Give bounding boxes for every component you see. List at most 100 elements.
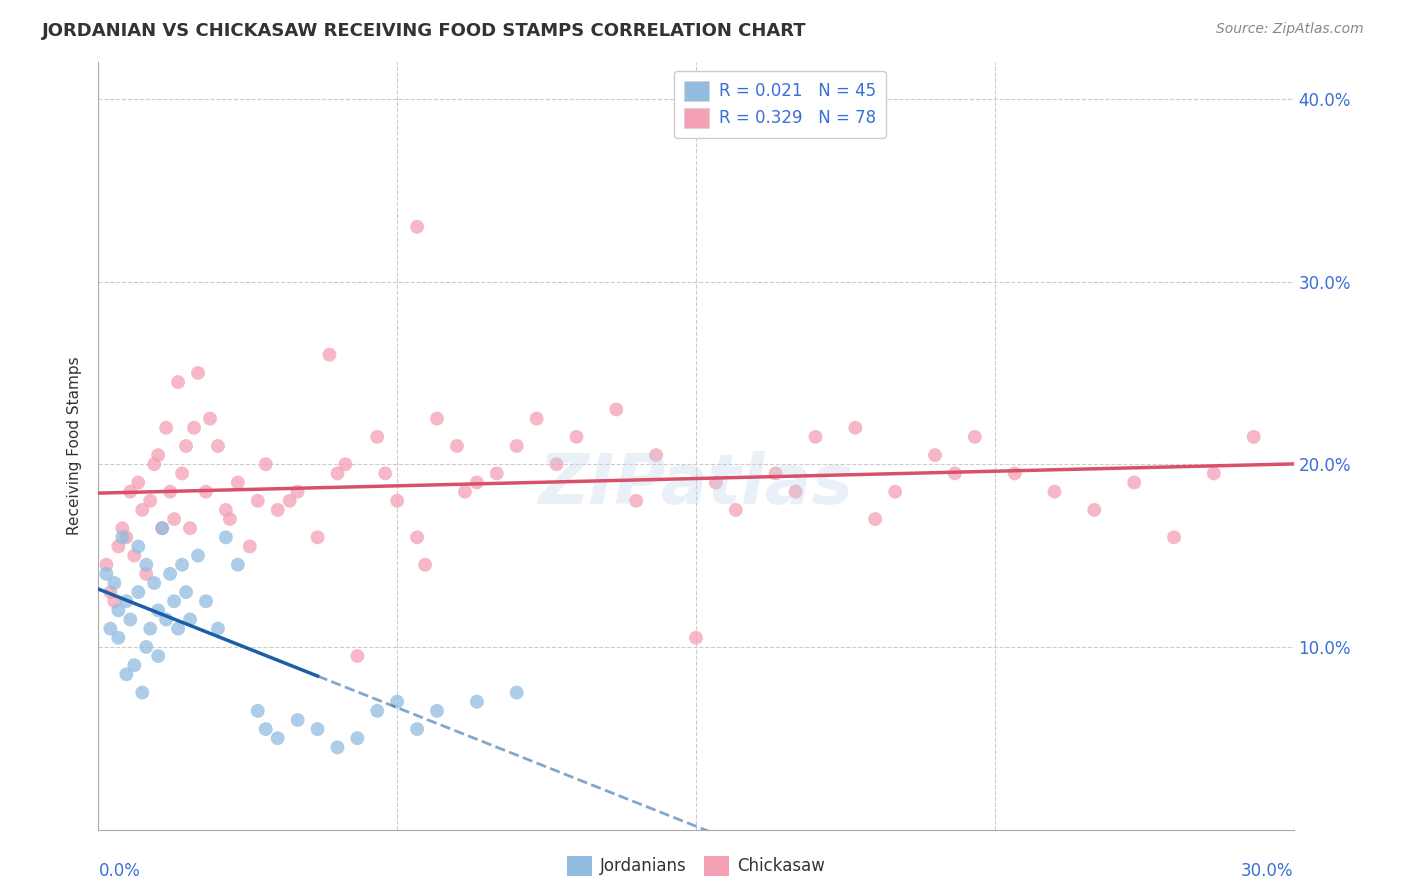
Point: [163, 594, 186, 608]
Point: [135, 640, 157, 654]
Text: JORDANIAN VS CHICKASAW RECEIVING FOOD STAMPS CORRELATION CHART: JORDANIAN VS CHICKASAW RECEIVING FOOD ST…: [42, 22, 807, 40]
Text: 0.0%: 0.0%: [98, 863, 141, 880]
Point: [1243, 430, 1265, 444]
Point: [943, 467, 966, 481]
Text: Source: ZipAtlas.com: Source: ZipAtlas.com: [1216, 22, 1364, 37]
Point: [195, 594, 218, 608]
Point: [346, 648, 368, 663]
Point: [963, 430, 986, 444]
Point: [131, 685, 153, 699]
Point: [724, 503, 747, 517]
Point: [179, 521, 201, 535]
Point: [1123, 475, 1146, 490]
Point: [107, 540, 129, 554]
Point: [267, 731, 290, 746]
Point: [526, 411, 548, 425]
Point: [215, 530, 238, 544]
Point: [115, 594, 138, 608]
Point: [485, 467, 508, 481]
Point: [96, 558, 118, 572]
Point: [127, 475, 149, 490]
Point: [406, 530, 429, 544]
Point: [124, 658, 146, 673]
Point: [924, 448, 946, 462]
Point: [143, 576, 166, 591]
Point: [98, 622, 122, 636]
Point: [174, 585, 197, 599]
Point: [626, 493, 648, 508]
Point: [307, 722, 329, 736]
Point: [163, 512, 186, 526]
Point: [844, 421, 866, 435]
Point: [335, 457, 357, 471]
Point: [172, 467, 194, 481]
Point: [148, 603, 170, 617]
Point: [226, 558, 249, 572]
Point: [111, 530, 134, 544]
Point: [406, 219, 429, 234]
Point: [1163, 530, 1185, 544]
Point: [215, 503, 238, 517]
Point: [254, 457, 277, 471]
Point: [385, 493, 409, 508]
Point: [326, 740, 349, 755]
Point: [884, 484, 907, 499]
Point: [115, 530, 138, 544]
Point: [198, 411, 221, 425]
Point: [565, 430, 588, 444]
Y-axis label: Receiving Food Stamps: Receiving Food Stamps: [67, 357, 83, 535]
Point: [127, 585, 149, 599]
Point: [374, 467, 396, 481]
Legend: Jordanians, Chickasaw: Jordanians, Chickasaw: [561, 849, 831, 882]
Point: [139, 622, 162, 636]
Point: [131, 503, 153, 517]
Point: [246, 493, 269, 508]
Point: [685, 631, 707, 645]
Point: [159, 566, 181, 581]
Point: [278, 493, 301, 508]
Point: [465, 475, 488, 490]
Point: [96, 566, 118, 581]
Point: [267, 503, 290, 517]
Point: [98, 585, 122, 599]
Point: [865, 512, 887, 526]
Point: [124, 549, 146, 563]
Point: [765, 467, 787, 481]
Point: [645, 448, 668, 462]
Point: [135, 566, 157, 581]
Point: [605, 402, 627, 417]
Point: [446, 439, 468, 453]
Point: [195, 484, 218, 499]
Point: [111, 521, 134, 535]
Point: [804, 430, 827, 444]
Point: [346, 731, 368, 746]
Point: [167, 622, 190, 636]
Point: [465, 695, 488, 709]
Point: [135, 558, 157, 572]
Point: [187, 549, 209, 563]
Point: [139, 493, 162, 508]
Point: [207, 622, 229, 636]
Text: ZIPatlas: ZIPatlas: [538, 450, 853, 518]
Point: [226, 475, 249, 490]
Point: [127, 540, 149, 554]
Point: [326, 467, 349, 481]
Point: [120, 613, 142, 627]
Point: [318, 348, 340, 362]
Point: [506, 685, 529, 699]
Point: [143, 457, 166, 471]
Point: [120, 484, 142, 499]
Point: [366, 430, 388, 444]
Point: [219, 512, 242, 526]
Point: [1043, 484, 1066, 499]
Point: [287, 713, 309, 727]
Point: [174, 439, 197, 453]
Point: [103, 594, 125, 608]
Point: [506, 439, 529, 453]
Point: [1083, 503, 1105, 517]
Point: [107, 631, 129, 645]
Point: [159, 484, 181, 499]
Point: [167, 375, 190, 389]
Point: [426, 411, 449, 425]
Point: [148, 648, 170, 663]
